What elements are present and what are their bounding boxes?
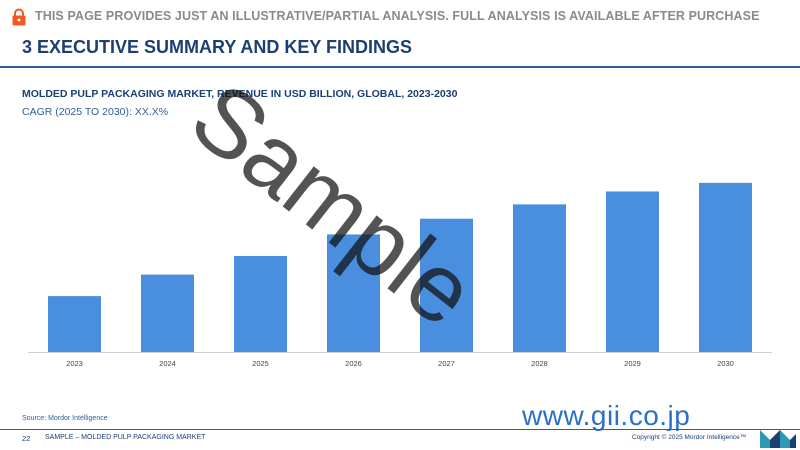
title-divider	[0, 66, 800, 68]
purchase-banner: THIS PAGE PROVIDES JUST AN ILLUSTRATIVE/…	[0, 0, 800, 34]
bar-2029	[606, 191, 659, 352]
x-tick-label-2028: 2028	[531, 359, 548, 368]
copyright-text: Copyright © 2025 Mordor Intelligence™	[632, 434, 747, 441]
x-tick-label-2026: 2026	[345, 359, 362, 368]
footer-label: SAMPLE – MOLDED PULP PACKAGING MARKET	[45, 434, 206, 441]
lock-icon	[12, 8, 26, 26]
x-tick-label-2024: 2024	[159, 359, 176, 368]
bar-2024	[141, 274, 194, 352]
x-tick-label-2030: 2030	[717, 359, 734, 368]
x-tick-label-2027: 2027	[438, 359, 455, 368]
page-number: 22	[22, 434, 31, 443]
bar-2028	[513, 204, 566, 352]
source-note: Source: Mordor Intelligence	[22, 415, 108, 422]
footer-divider	[0, 429, 800, 430]
bar-2025	[234, 255, 287, 352]
bar-chart: 2023 2024 2025 2026 2027 2028 2029 2030	[28, 182, 772, 368]
banner-text: THIS PAGE PROVIDES JUST AN ILLUSTRATIVE/…	[35, 9, 760, 23]
cagr-label: CAGR (2025 TO 2030): XX.X%	[22, 106, 169, 118]
bar-2027	[420, 218, 473, 352]
bar-2026	[327, 234, 380, 352]
bar-2023	[48, 296, 101, 352]
mordor-logo-icon	[760, 430, 796, 448]
x-tick-label-2023: 2023	[66, 359, 83, 368]
section-title: 3 EXECUTIVE SUMMARY AND KEY FINDINGS	[22, 37, 413, 57]
chart-title: MOLDED PULP PACKAGING MARKET, REVENUE IN…	[22, 88, 458, 100]
x-tick-label-2025: 2025	[252, 359, 269, 368]
gii-url[interactable]: www.gii.co.jp	[522, 400, 691, 431]
bar-2030	[699, 182, 752, 352]
x-tick-label-2029: 2029	[624, 359, 641, 368]
